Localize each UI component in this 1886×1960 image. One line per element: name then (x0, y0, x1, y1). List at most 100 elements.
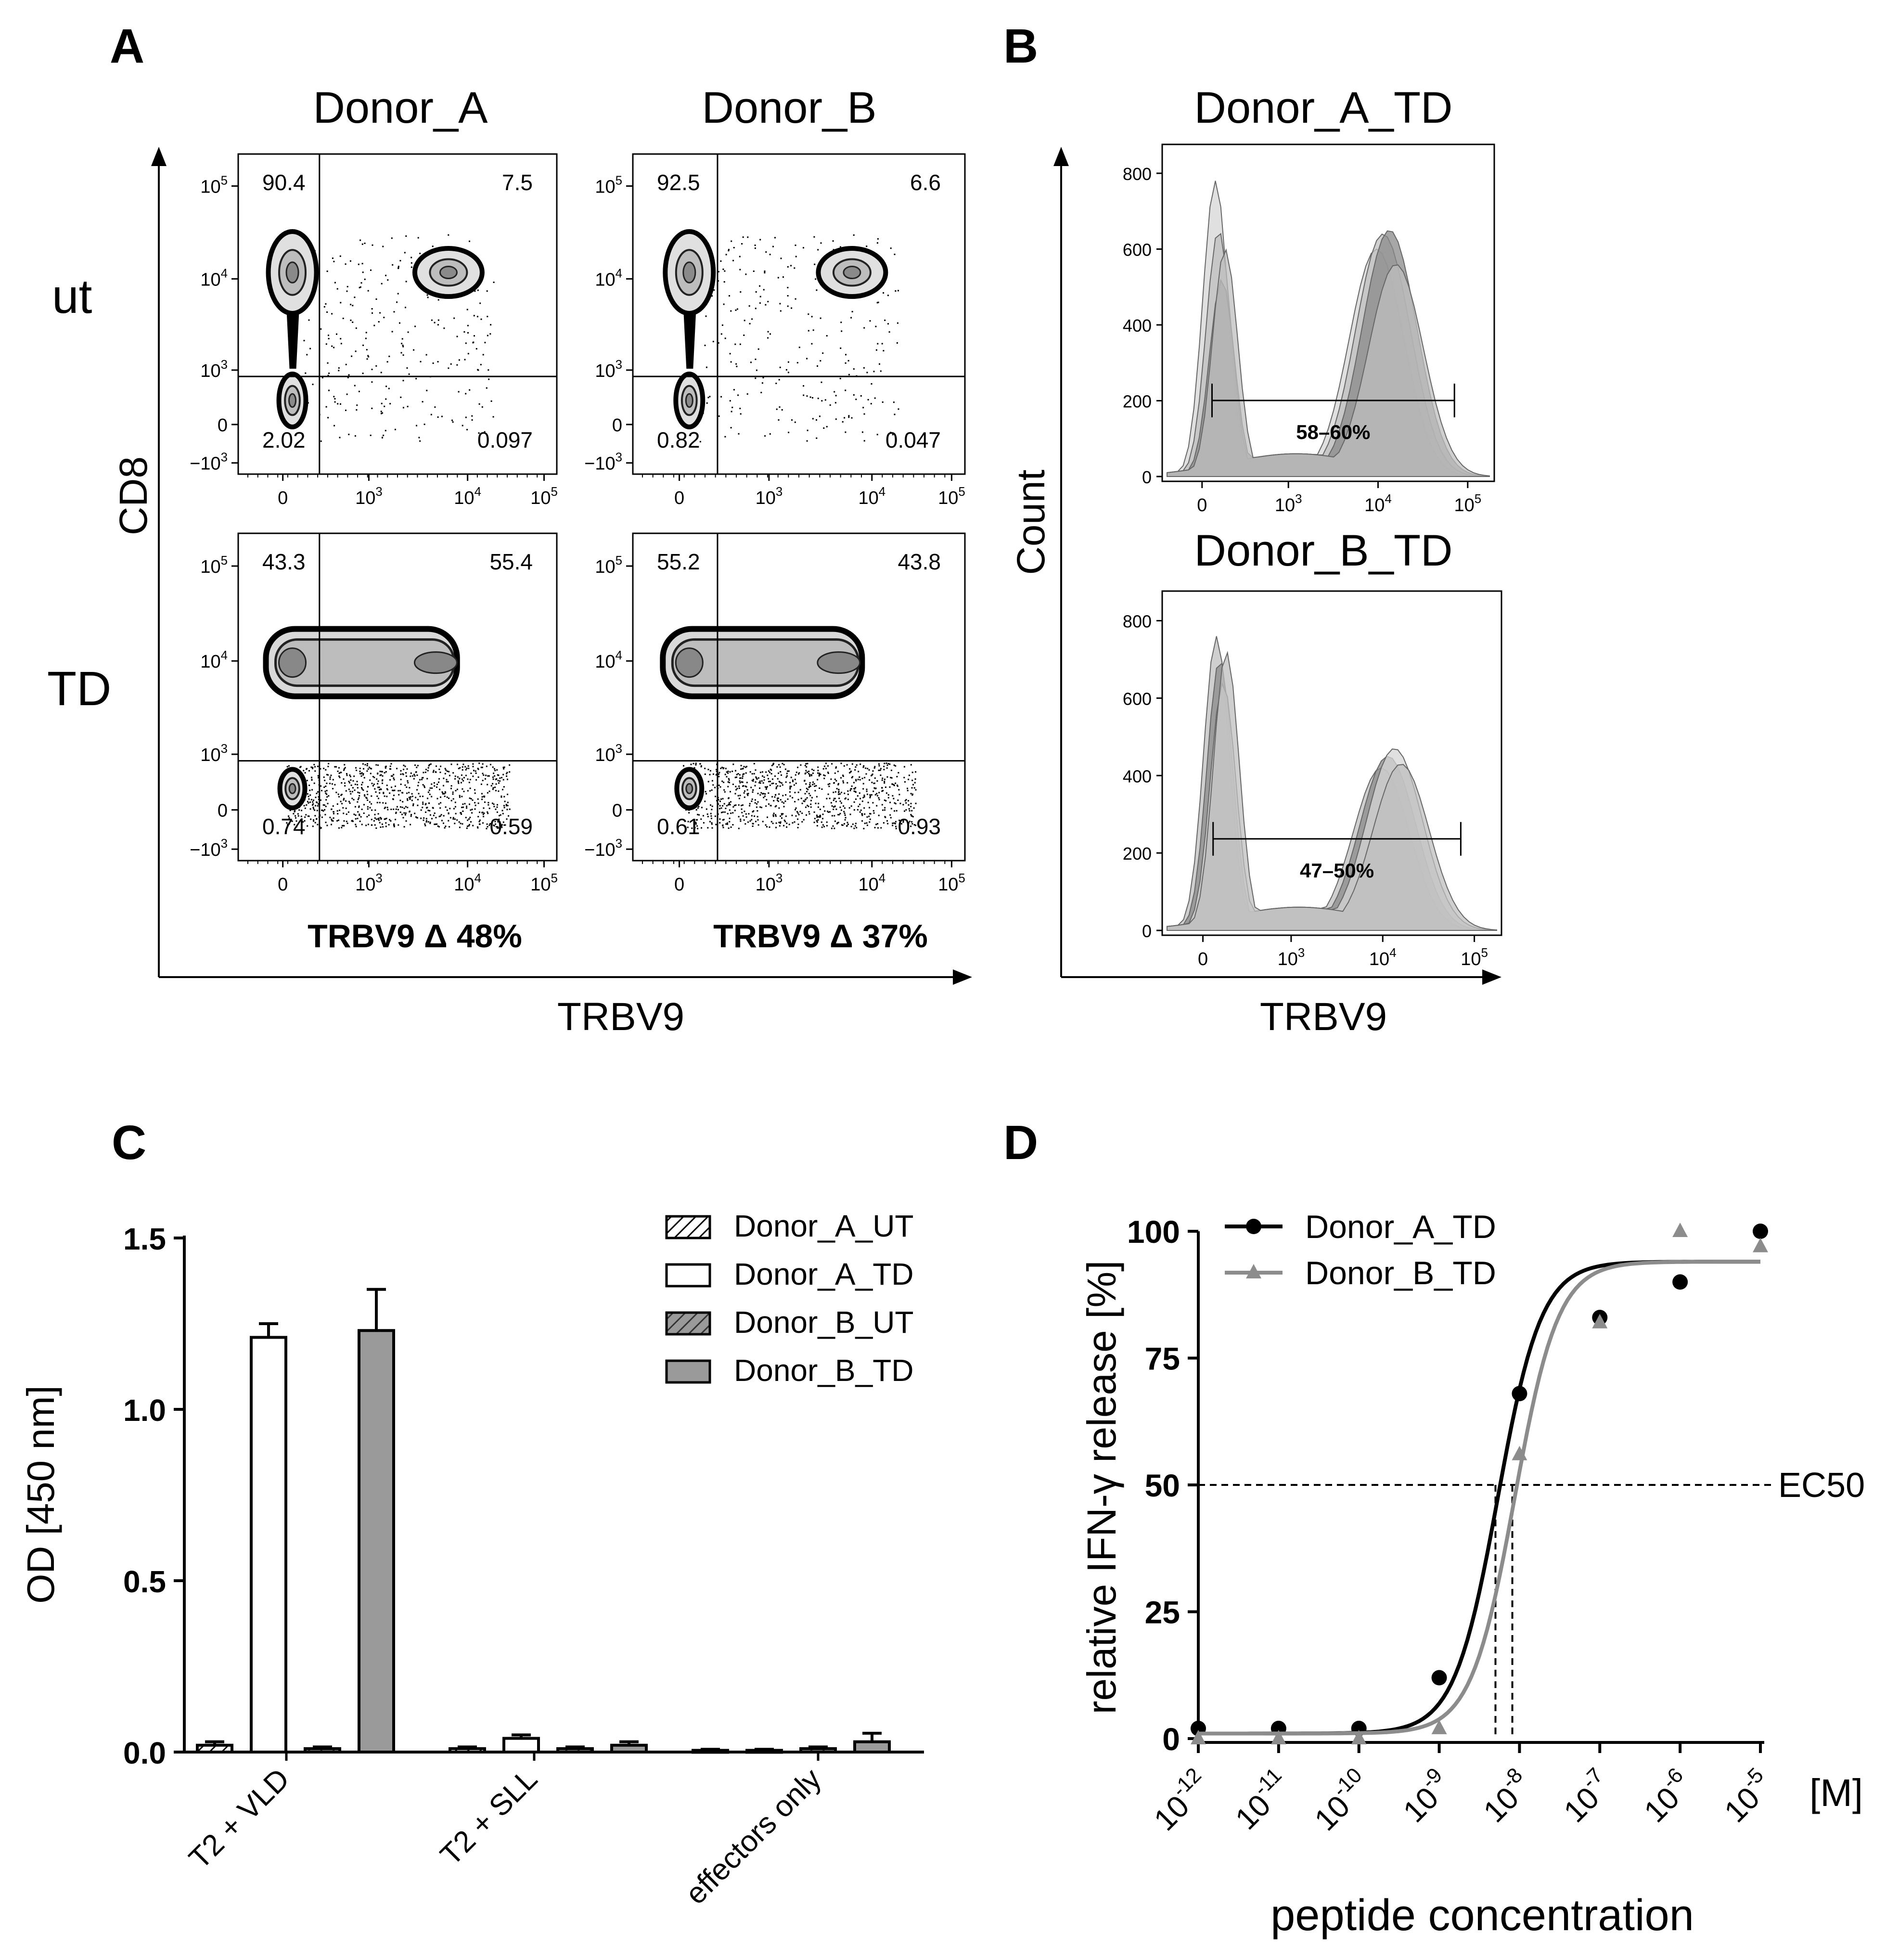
flow-plot-event (780, 821, 782, 823)
flow-plot-event (851, 310, 853, 312)
flow-x-tick-label-exp: 5 (551, 872, 557, 885)
flow-plot-event (869, 807, 871, 809)
flow-plot-event (313, 782, 315, 784)
flow-plot-event (762, 775, 763, 777)
flow-plot-event (356, 404, 358, 406)
flow-plot-event (378, 819, 380, 821)
flow-plot-event (839, 806, 841, 808)
flow-plot-event (751, 773, 753, 775)
flow-plot-event (738, 798, 740, 799)
flow-plot-event (380, 818, 382, 820)
flow-plot-event (488, 807, 490, 809)
flow-plot-event (875, 787, 877, 789)
quadrant-lower-left-value: 0.61 (657, 814, 700, 839)
flow-plot-event (745, 816, 747, 818)
flow-plot-event (363, 777, 365, 779)
flow-plot-event (857, 809, 859, 811)
flow-plot-event (838, 788, 840, 790)
flow-plot-event (707, 827, 709, 829)
flow-plot-event (385, 818, 386, 820)
flow-plot-event (755, 291, 757, 293)
flow-plot-event (320, 785, 322, 787)
flow-plot-event (329, 783, 331, 785)
flow-plot-event (300, 815, 302, 817)
flow-plot-event (320, 328, 322, 330)
flow-plot-event (327, 802, 329, 804)
histogram-gate-label: 47–50% (1300, 859, 1374, 882)
flow-plot-event (815, 785, 817, 787)
flow-plot-event (726, 805, 728, 807)
flow-plot-event (442, 793, 444, 795)
flow-plot-event (488, 775, 490, 777)
flow-plot-event (915, 825, 916, 826)
flow-plot-event (418, 437, 420, 438)
flow-plot-event (817, 770, 819, 772)
flow-plot-event (829, 783, 831, 785)
flow-plot-event (735, 363, 737, 365)
flow-plot-event (844, 823, 845, 825)
flow-plot-event (750, 361, 752, 363)
quadrant-upper-left-value: 92.5 (657, 170, 700, 195)
flow-plot-event (382, 802, 384, 804)
flow-plot-event (436, 823, 438, 825)
flow-x-tick-label: 104 (454, 872, 481, 895)
quadrant-upper-right-value: 55.4 (489, 549, 533, 574)
flow-plot-event (353, 813, 355, 815)
flow-plot-event (362, 271, 364, 273)
flow-plot-event (745, 766, 747, 768)
flow-plot-event (438, 803, 440, 805)
flow-plot-event (448, 367, 449, 369)
flow-plot-event (731, 240, 732, 242)
flow-plot-event (893, 784, 895, 786)
flow-plot-event (466, 429, 468, 431)
flow-plot-event (371, 783, 373, 785)
flow-plot-event (312, 767, 314, 769)
flow-plot-event (449, 817, 451, 819)
flow-plot-event (405, 235, 407, 237)
flow-plot-event (308, 770, 310, 772)
flow-x-tick-label: 105 (938, 485, 965, 508)
flow-plot-event (355, 818, 357, 820)
flow-x-tick-label-base: 10 (858, 488, 878, 508)
flow-plot-event (751, 318, 753, 320)
flow-plot-event (892, 795, 894, 797)
flow-plot-event (787, 372, 789, 374)
flow-plot-event (286, 766, 288, 768)
flow-plot-event (905, 802, 907, 804)
flow-plot-event (468, 825, 470, 827)
flow-plot-event (829, 404, 831, 406)
flow-plot-event (385, 386, 387, 387)
flow-plot-event (372, 244, 373, 246)
flow-plot-event (462, 780, 464, 782)
bar-rect (556, 1747, 594, 1754)
flow-plot-event (348, 800, 350, 802)
flow-plot-event (707, 769, 709, 771)
flow-y-tick-label-exp: 4 (616, 267, 622, 280)
flow-plot-event (478, 823, 480, 825)
flow-plot-event (886, 767, 888, 769)
flow-plot-event (698, 806, 700, 808)
flow-plot-event (359, 773, 361, 774)
flow-y-tick-label-base: −10 (190, 840, 220, 860)
flow-y-tick-label: 0 (218, 801, 228, 821)
dose-y-tick-label: 50 (1145, 1468, 1180, 1503)
flow-plot-event (813, 770, 815, 771)
flow-plot-event (383, 792, 385, 794)
flow-plot-event (422, 777, 424, 779)
flow-plot-event (894, 810, 895, 812)
flow-plot-event (759, 794, 761, 796)
flow-plot-event (497, 826, 499, 828)
flow-plot-event (304, 820, 306, 822)
flow-plot-event (735, 789, 737, 791)
flow-plot-event (371, 768, 372, 770)
flow-plot-event (362, 773, 364, 774)
flow-plot-event (835, 418, 837, 420)
flow-plot-event (415, 797, 417, 799)
flow-plot-event (443, 822, 444, 824)
flow-x-tick-label: 105 (530, 872, 558, 895)
flow-plot-event (820, 317, 821, 319)
flow-plot-event (375, 818, 377, 820)
flow-plot-event (687, 821, 689, 823)
flow-x-tick-label: 0 (278, 875, 288, 895)
flow-plot-event (887, 794, 889, 796)
